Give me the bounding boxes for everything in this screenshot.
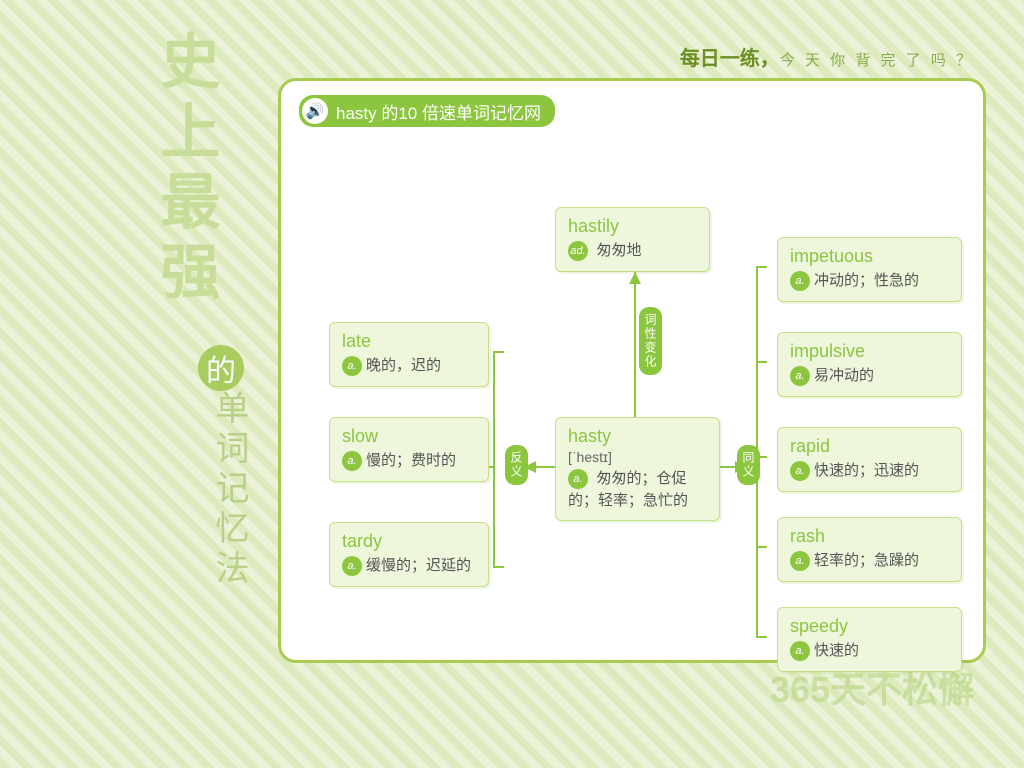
pos-badge: a. bbox=[790, 461, 810, 481]
card-synonym: rash a.轻率的；急躁的 bbox=[777, 517, 962, 582]
pos-badge: a. bbox=[790, 366, 810, 386]
pos-badge: a. bbox=[790, 271, 810, 291]
definition: 匆匆地 bbox=[596, 242, 641, 259]
word: hasty bbox=[568, 426, 707, 447]
pos-badge: a. bbox=[342, 556, 362, 576]
word: tardy bbox=[342, 531, 476, 552]
pos-badge: ad. bbox=[568, 241, 588, 261]
label-synonym: 同义 bbox=[737, 445, 760, 485]
vertical-title-small: 单词记忆法 bbox=[205, 390, 254, 590]
card-synonym: impulsive a.易冲动的 bbox=[777, 332, 962, 397]
definition: 轻率的；急躁的 bbox=[814, 552, 919, 569]
word: speedy bbox=[790, 616, 949, 637]
word: hastily bbox=[568, 216, 697, 237]
label-antonym: 反义 bbox=[505, 445, 528, 485]
main-panel: 🔊 hasty 的10 倍速单词记忆网 hastily ad. 匆匆地 bbox=[278, 78, 986, 663]
definition: 快速的；迅速的 bbox=[814, 462, 919, 479]
word: slow bbox=[342, 426, 476, 447]
card-antonym: slow a.慢的；费时的 bbox=[329, 417, 489, 482]
pos-badge: a. bbox=[342, 356, 362, 376]
card-synonym: impetuous a.冲动的；性急的 bbox=[777, 237, 962, 302]
definition: 缓慢的；迟延的 bbox=[366, 557, 471, 574]
card-center: hasty [ˈhestɪ] a. 匆匆的；仓促的；轻率；急忙的 bbox=[555, 417, 720, 521]
header-sub: 今 天 你 背 完 了 吗 ？ bbox=[780, 52, 974, 69]
vertical-title-big: 史上最强 bbox=[155, 30, 215, 310]
pos-badge: a. bbox=[568, 469, 588, 489]
card-synonym: rapid a.快速的；迅速的 bbox=[777, 427, 962, 492]
card-derived: hastily ad. 匆匆地 bbox=[555, 207, 710, 272]
pos-badge: a. bbox=[790, 551, 810, 571]
speaker-icon: 🔊 bbox=[302, 98, 328, 124]
definition: 晚的，迟的 bbox=[366, 357, 441, 374]
definition: 冲动的；性急的 bbox=[814, 272, 919, 289]
word: impetuous bbox=[790, 246, 949, 267]
card-synonym: speedy a.快速的 bbox=[777, 607, 962, 672]
pos-badge: a. bbox=[790, 641, 810, 661]
definition: 易冲动的 bbox=[814, 367, 874, 384]
header-bar: 每日一练，今 天 你 背 完 了 吗 ？ bbox=[680, 42, 974, 71]
word: late bbox=[342, 331, 476, 352]
word: rapid bbox=[790, 436, 949, 457]
phonetic: [ˈhestɪ] bbox=[568, 449, 612, 465]
card-antonym: tardy a.缓慢的；迟延的 bbox=[329, 522, 489, 587]
vertical-title-circle: 的 bbox=[198, 345, 244, 391]
word: rash bbox=[790, 526, 949, 547]
pos-badge: a. bbox=[342, 451, 362, 471]
panel-title-text: hasty 的10 倍速单词记忆网 bbox=[336, 99, 541, 124]
panel-title: 🔊 hasty 的10 倍速单词记忆网 bbox=[299, 95, 555, 127]
label-pos-change: 词性变化 bbox=[639, 307, 662, 375]
diagram-area: hastily ad. 匆匆地 hasty [ˈhestɪ] a. 匆匆的；仓促… bbox=[299, 127, 965, 647]
definition: 慢的；费时的 bbox=[366, 452, 456, 469]
word: impulsive bbox=[790, 341, 949, 362]
card-antonym: late a.晚的，迟的 bbox=[329, 322, 489, 387]
definition: 快速的 bbox=[814, 642, 859, 659]
header-main: 每日一练， bbox=[680, 48, 780, 70]
